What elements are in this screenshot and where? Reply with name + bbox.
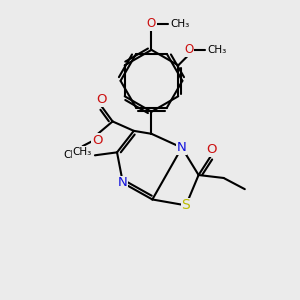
Text: O: O (184, 43, 193, 56)
Text: CH₃: CH₃ (63, 150, 82, 160)
Text: CH₃: CH₃ (208, 45, 227, 55)
Text: S: S (182, 198, 190, 212)
Text: O: O (206, 143, 217, 156)
Text: O: O (96, 93, 107, 106)
Text: N: N (177, 141, 187, 154)
Text: CH₃: CH₃ (170, 19, 190, 29)
Text: O: O (147, 17, 156, 31)
Text: CH₃: CH₃ (72, 147, 92, 157)
Text: N: N (118, 176, 128, 190)
Text: O: O (92, 134, 103, 147)
